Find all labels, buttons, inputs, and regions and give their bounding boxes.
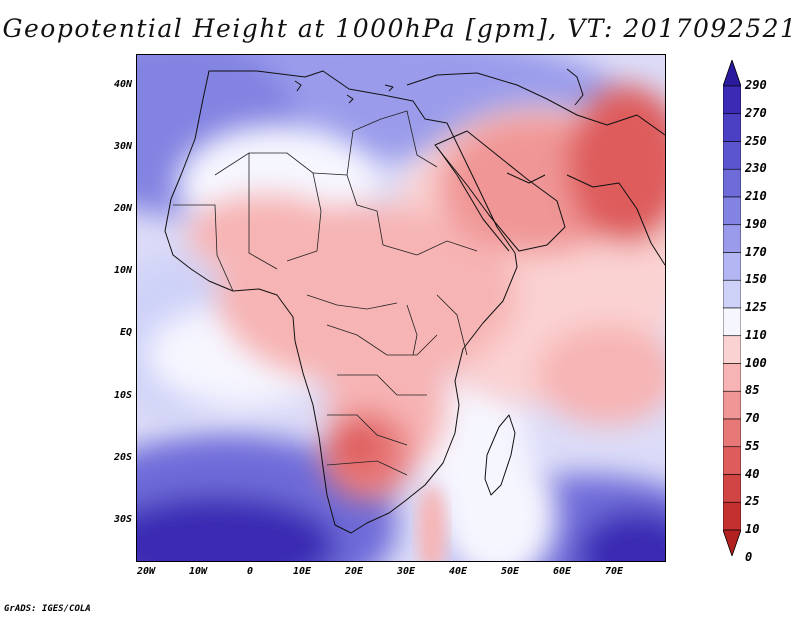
colorbar-box	[723, 446, 741, 475]
colorbar-box	[723, 335, 741, 364]
colorbar-box	[723, 168, 741, 198]
colorbar-top-arrow	[723, 60, 741, 87]
colorbar-box	[723, 418, 741, 448]
grads-credit: GrADS: IGES/COLA	[4, 604, 91, 614]
lon-label-60e: 60E	[552, 566, 572, 577]
lat-label-10s: 10S	[113, 390, 132, 401]
coastlines	[164, 68, 665, 534]
lon-label-70e: 70E	[604, 566, 624, 577]
colorbar-box	[723, 85, 741, 115]
colorbar-label: 110	[745, 327, 767, 342]
colorbar-label: 170	[745, 244, 767, 259]
lon-label-0: 0	[246, 566, 254, 577]
colorbar-label: 10	[745, 522, 760, 536]
red-shading	[187, 85, 665, 500]
colorbar-box	[723, 363, 741, 392]
colorbar-box	[723, 141, 741, 170]
colorbar-label: 190	[745, 216, 767, 231]
colorbar-box	[723, 252, 741, 281]
colorbar-label: 0	[745, 549, 753, 564]
lon-label-20w: 20W	[136, 566, 156, 577]
lat-label-10n: 10N	[113, 265, 132, 276]
lon-label-30e: 30E	[396, 566, 416, 577]
lat-label-30s: 30S	[113, 514, 132, 525]
colorbar-label: 55	[745, 438, 760, 453]
colorbar-label: 85	[745, 383, 760, 398]
colorbar-box	[723, 501, 741, 531]
colorbar-label: 40	[745, 466, 760, 481]
colorbar-label: 210	[745, 189, 767, 203]
lat-label-30n: 30N	[113, 141, 132, 152]
colorbar-label: 290	[745, 78, 767, 92]
map-panel	[136, 54, 666, 562]
lat-label-eq: EQ	[119, 327, 132, 338]
colorbar	[723, 60, 741, 556]
colorbar-label: 70	[745, 411, 760, 425]
lon-label-10w: 10W	[188, 566, 208, 577]
borders	[173, 110, 478, 476]
colorbar-box	[723, 279, 741, 309]
colorbar-label: 270	[745, 105, 767, 120]
colorbar-box	[723, 224, 741, 253]
colorbar-bottom-arrow	[723, 529, 741, 556]
lon-label-10e: 10E	[292, 566, 312, 577]
colorbar-box	[723, 390, 741, 420]
lat-label-20n: 20N	[113, 203, 132, 214]
lon-label-50e: 50E	[500, 566, 520, 577]
colorbar-label: 150	[745, 272, 767, 287]
colorbar-label: 100	[745, 355, 767, 370]
lat-label-40n: 40N	[113, 79, 132, 90]
colorbar-label: 125	[745, 300, 767, 314]
lat-label-20s: 20S	[113, 452, 132, 463]
colorbar-label: 230	[745, 161, 767, 176]
red-corridor	[418, 485, 446, 561]
lon-label-20e: 20E	[344, 566, 364, 577]
colorbar-box	[723, 474, 741, 503]
height-field	[137, 55, 665, 561]
colorbar-label: 250	[745, 133, 767, 148]
colorbar-box	[723, 113, 741, 142]
plot-title: Geopotential Height at 1000hPa [gpm], VT…	[2, 14, 798, 43]
colorbar-box	[723, 196, 741, 226]
colorbar-box	[723, 307, 741, 337]
colorbar-label: 25	[745, 494, 760, 509]
lon-label-40e: 40E	[448, 566, 468, 577]
